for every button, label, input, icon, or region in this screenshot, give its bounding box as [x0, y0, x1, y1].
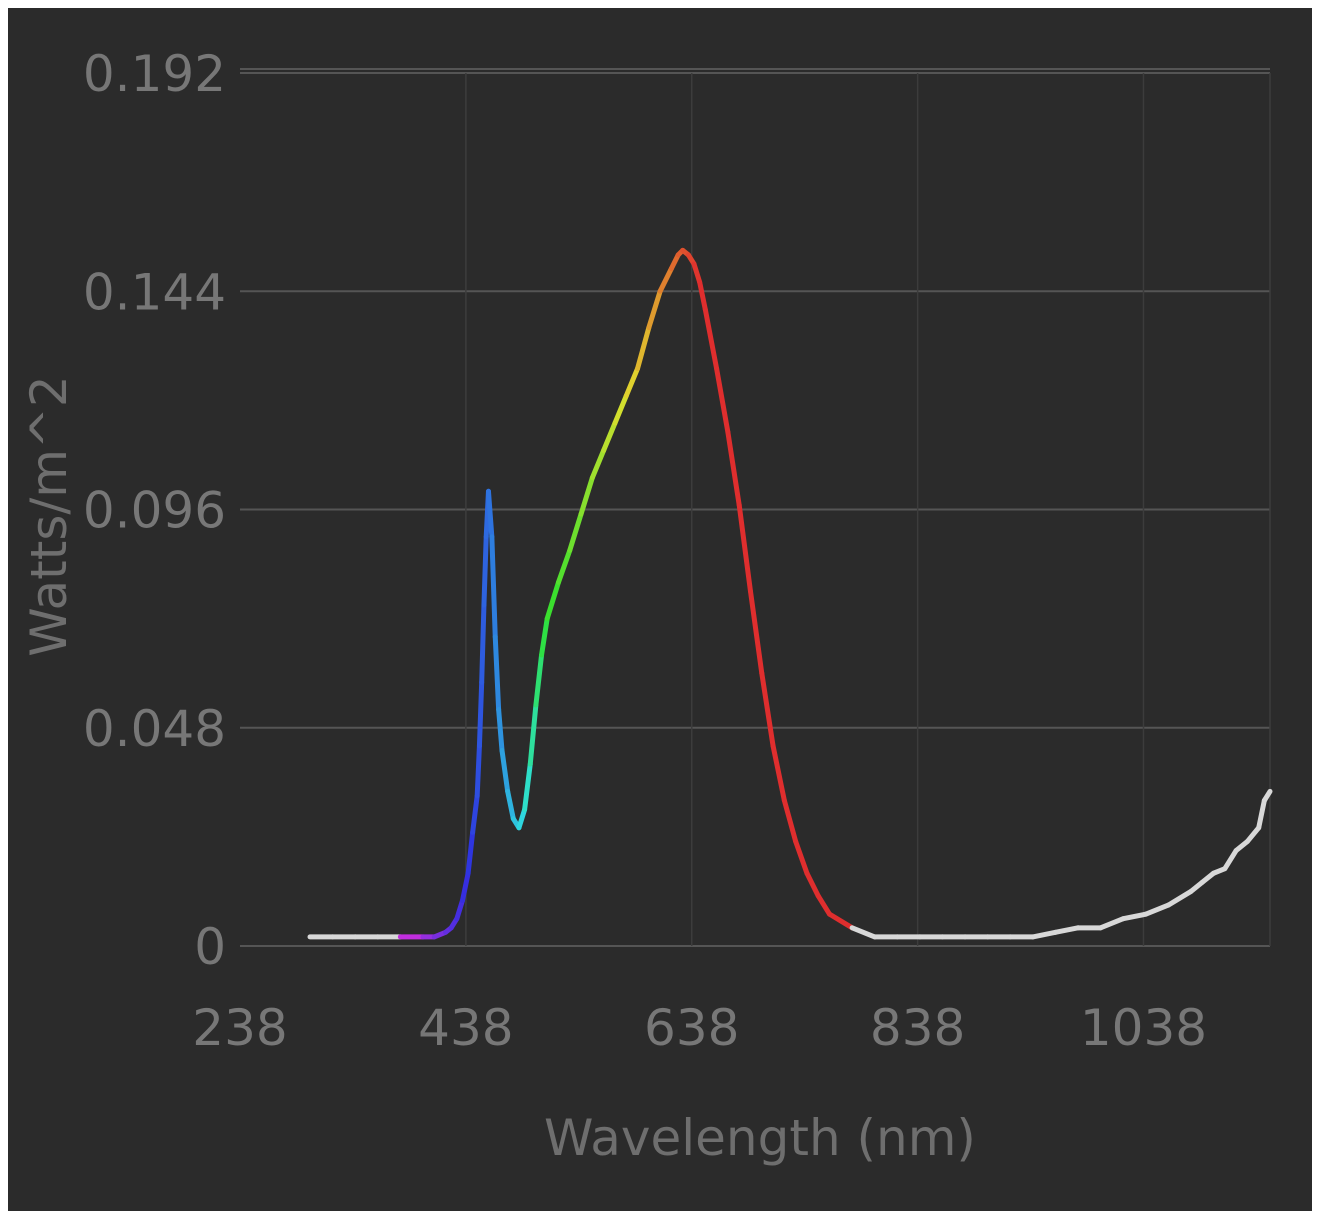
spectrum-segment	[476, 679, 485, 749]
spectrum-segment	[481, 534, 489, 608]
spectrum-segment	[1165, 888, 1194, 908]
spectrum-segment	[1143, 902, 1171, 917]
spectrum-segment	[1120, 911, 1149, 922]
spectrum-segment	[601, 420, 618, 453]
spectrum-segment	[804, 870, 821, 899]
spectrum-segment	[714, 366, 731, 435]
spectrum-segment	[492, 634, 502, 713]
spectrum-segment	[635, 325, 652, 372]
spectrum-segment	[499, 747, 511, 794]
spectrum-segment	[516, 807, 528, 831]
spectrum-segment	[827, 911, 855, 931]
spectrum-segment	[1256, 798, 1267, 831]
x-tick-label: 438	[418, 999, 513, 1057]
spectrum-segment	[646, 288, 663, 331]
spectrum-segment	[793, 838, 810, 876]
spectrum-segment	[697, 279, 708, 312]
spectrum-segment	[759, 670, 776, 749]
spectrum-segment	[815, 893, 833, 917]
spectrum-chart: 0 0.048 0.096 0.144 0.192 238 438 638 838 1038 Wa…	[20, 45, 1273, 1167]
spectrum-segment	[539, 616, 550, 658]
spectrum-segment	[544, 579, 561, 622]
spectrum-segment	[1098, 916, 1126, 931]
spectrum-segment	[623, 366, 641, 399]
y-tick-label: 0.096	[83, 482, 226, 540]
y-tick-label: 0.144	[83, 263, 226, 321]
tick-labels: 0 0.048 0.096 0.144 0.192 238 438 638 838 1038	[83, 45, 1207, 1057]
spectrum-line	[307, 247, 1273, 940]
y-tick-label: 0.048	[83, 700, 226, 758]
x-tick-label: 838	[870, 999, 965, 1057]
spectrum-segment	[725, 429, 742, 508]
spectrum-segment	[589, 447, 607, 481]
spectrum-segment	[485, 488, 495, 540]
spectrum-segment	[522, 761, 533, 813]
spectrum-segment	[1244, 825, 1262, 844]
y-tick-label: 0.192	[83, 45, 226, 103]
spectrum-segment	[465, 829, 476, 876]
spectrum-segment	[781, 798, 799, 844]
x-tick-label: 638	[644, 999, 739, 1057]
spectrum-segment	[533, 652, 545, 708]
spectrum-segment	[1261, 788, 1273, 803]
spectrum-segment	[691, 261, 703, 285]
spectrum-segment	[489, 534, 498, 640]
spectrum-segment	[470, 793, 480, 835]
spectrum-segment	[657, 266, 674, 294]
spectrum-segment	[555, 547, 573, 585]
x-axis-title: Wavelength (nm)	[544, 1109, 976, 1167]
y-axis-title: Watts/m^2	[20, 375, 78, 656]
y-tick-label: 0	[194, 918, 226, 976]
spectrum-segment	[496, 707, 505, 753]
spectrum-segment	[1222, 848, 1239, 872]
grid-layer	[240, 68, 1271, 947]
spectrum-segment	[474, 743, 482, 799]
spectrum-segment	[1030, 929, 1058, 940]
x-tick-label: 1038	[1080, 999, 1207, 1057]
chart-panel: 0 0.048 0.096 0.144 0.192 238 438 638 838 1038 Wa…	[8, 8, 1312, 1211]
spectrum-segment	[527, 702, 539, 767]
spectrum-segment	[454, 898, 465, 922]
x-tick-label: 238	[192, 999, 287, 1057]
spectrum-segment	[668, 252, 681, 272]
spectrum-segment	[747, 588, 765, 676]
spectrum-segment	[736, 502, 753, 594]
spectrum-segment	[578, 475, 595, 517]
spectrum-segment	[505, 788, 516, 822]
spectrum-segment	[459, 870, 471, 904]
spectrum-segment	[479, 602, 487, 685]
spectrum-segment	[770, 743, 787, 803]
spectrum-segment	[612, 393, 629, 426]
spectrum-segment	[702, 306, 720, 372]
spectrum-segment	[1052, 925, 1081, 935]
spectrum-segment	[849, 925, 878, 940]
spectrum-segment	[567, 511, 584, 553]
